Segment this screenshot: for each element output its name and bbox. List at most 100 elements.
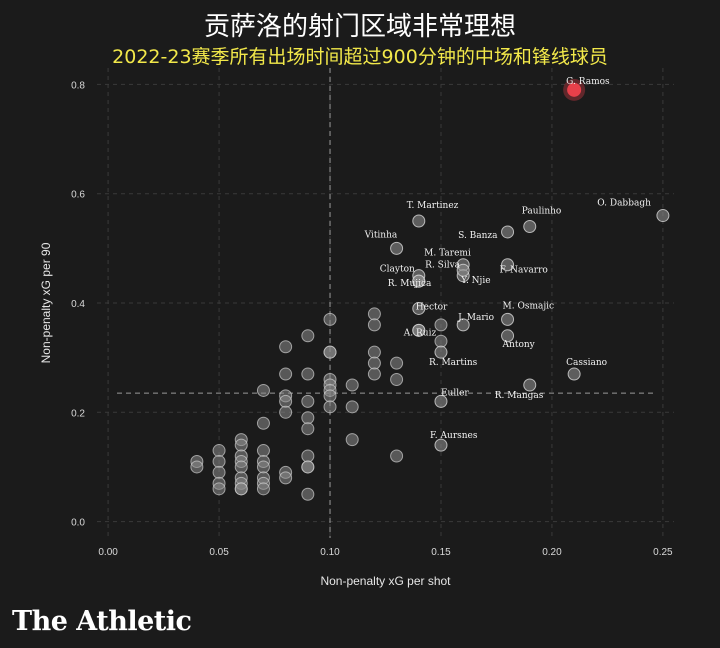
y-tick-label: 0.4 xyxy=(71,299,85,310)
labeled-data-point xyxy=(656,209,670,223)
data-point xyxy=(234,482,248,496)
point-label: J. Mario xyxy=(457,313,494,323)
labeled-data-point xyxy=(456,263,470,277)
labeled-data-point xyxy=(501,312,515,326)
point-label: O. Dabbagh xyxy=(597,199,651,209)
labeled-data-point xyxy=(567,367,581,381)
labeled-data-point xyxy=(456,318,470,332)
labeled-data-point xyxy=(501,258,515,272)
x-tick-label: 0.00 xyxy=(98,547,118,558)
labeled-data-point xyxy=(390,241,404,255)
data-point xyxy=(279,471,293,485)
data-point xyxy=(390,356,404,370)
data-point xyxy=(256,416,270,430)
y-tick-label: 0.8 xyxy=(71,80,85,91)
point-label: M. Taremi xyxy=(424,249,471,259)
data-point xyxy=(212,454,226,468)
labeled-data-point xyxy=(412,214,426,228)
point-label: S. Banza xyxy=(458,231,498,241)
data-point xyxy=(279,367,293,381)
point-label: Y. Njie xyxy=(460,276,490,286)
data-point xyxy=(323,345,337,359)
x-tick-label: 0.10 xyxy=(320,547,340,558)
data-point xyxy=(279,405,293,419)
point-label: F. Aursnes xyxy=(430,431,478,441)
data-point xyxy=(367,367,381,381)
y-axis-label: Non-penalty xG per 90 xyxy=(39,242,53,363)
grid-lines xyxy=(97,68,674,538)
labeled-data-point xyxy=(434,438,448,452)
data-point xyxy=(234,460,248,474)
data-point xyxy=(301,394,315,408)
data-point xyxy=(301,449,315,463)
point-label: Euller xyxy=(441,388,469,398)
labeled-data-point xyxy=(412,274,426,288)
data-point xyxy=(301,460,315,474)
point-label: Cassiano xyxy=(566,358,607,368)
data-point xyxy=(301,422,315,436)
data-point xyxy=(256,383,270,397)
y-tick-label: 0.0 xyxy=(71,518,85,529)
data-point xyxy=(279,340,293,354)
chart-title: 贡萨洛的射门区域非常理想 xyxy=(203,12,516,42)
labeled-data-point xyxy=(523,219,537,233)
point-label: F. Navarro xyxy=(500,266,548,276)
data-point xyxy=(279,394,293,408)
data-point xyxy=(434,318,448,332)
data-point xyxy=(367,318,381,332)
data-point xyxy=(212,444,226,458)
chart-subtitle: 2022-23赛季所有出场时间超过900分钟的中场和锋线球员 xyxy=(112,46,608,68)
point-label: A. Ruiz xyxy=(403,328,437,338)
reference-lines xyxy=(117,68,654,538)
data-points xyxy=(190,78,670,501)
data-point xyxy=(212,482,226,496)
data-point xyxy=(256,460,270,474)
data-point xyxy=(367,345,381,359)
point-label: M. Osmajic xyxy=(503,301,555,311)
labeled-data-point xyxy=(434,394,448,408)
labeled-data-point xyxy=(501,225,515,239)
data-point xyxy=(212,465,226,479)
y-tick-label: 0.2 xyxy=(71,408,85,419)
point-label: R. Mujica xyxy=(388,279,432,289)
data-point xyxy=(301,411,315,425)
x-axis-label: Non-penalty xG per shot xyxy=(320,574,451,588)
data-point xyxy=(301,487,315,501)
data-point xyxy=(367,307,381,321)
data-point xyxy=(323,312,337,326)
point-label: Antony xyxy=(502,340,536,350)
point-label: R. Martins xyxy=(429,358,478,368)
data-point xyxy=(256,482,270,496)
data-point xyxy=(256,444,270,458)
data-point xyxy=(323,400,337,414)
data-point xyxy=(234,438,248,452)
labeled-data-point xyxy=(501,329,515,343)
data-point xyxy=(301,329,315,343)
data-point xyxy=(390,449,404,463)
data-point xyxy=(345,378,359,392)
labeled-data-point xyxy=(434,345,448,359)
x-tick-label: 0.05 xyxy=(209,547,229,558)
axis-ticks: 0.00 0.05 0.10 0.15 0.20 0.25 0.0 0.2 0.4 0.6 0.8 xyxy=(71,80,673,558)
point-label: R. Silva xyxy=(425,261,461,271)
point-label: R. Mangas xyxy=(495,391,544,401)
x-tick-label: 0.25 xyxy=(653,547,673,558)
labeled-data-point xyxy=(412,301,426,315)
labeled-data-point xyxy=(412,323,426,337)
point-label: T. Martinez xyxy=(407,201,459,211)
labeled-data-point xyxy=(523,378,537,392)
point-label: Clayton xyxy=(380,265,415,275)
data-point xyxy=(434,334,448,348)
data-point xyxy=(367,356,381,370)
x-tick-label: 0.15 xyxy=(431,547,451,558)
highlight-label: G. Ramos xyxy=(566,77,610,87)
point-label: Vitinha xyxy=(364,230,398,240)
y-tick-label: 0.6 xyxy=(71,190,85,201)
data-point xyxy=(345,433,359,447)
data-point xyxy=(323,389,337,403)
the-athletic-logo: The Athletic xyxy=(12,606,192,637)
data-point xyxy=(345,400,359,414)
data-point xyxy=(390,373,404,387)
point-label: Hector xyxy=(416,302,448,312)
